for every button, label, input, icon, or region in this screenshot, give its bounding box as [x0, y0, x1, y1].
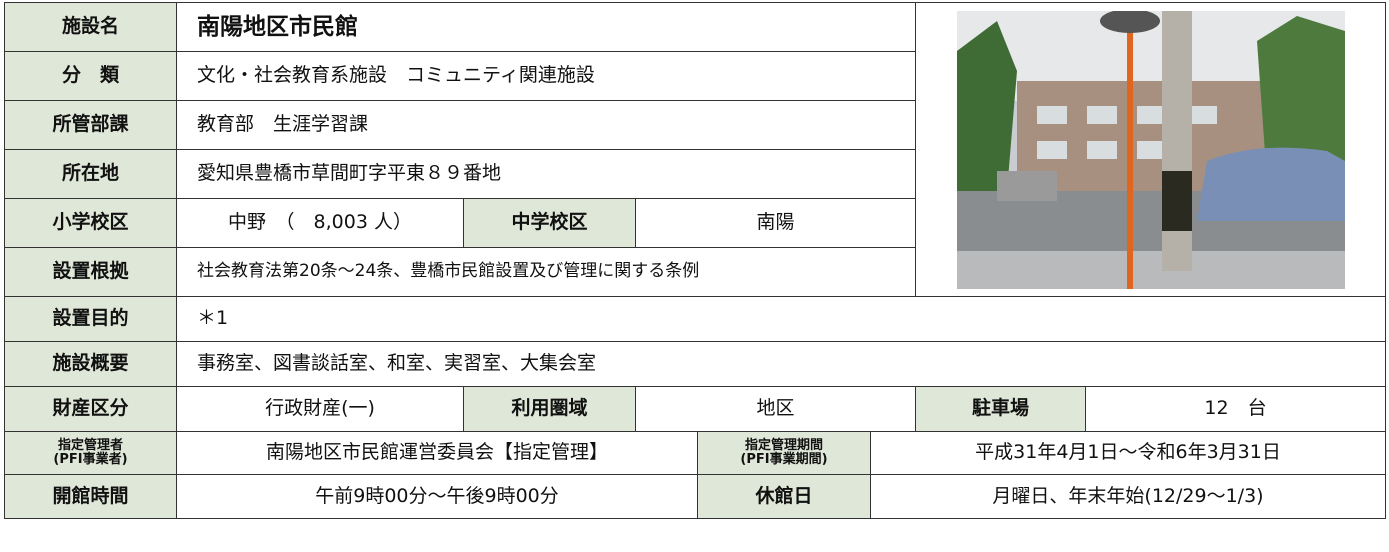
label-cell: 小学校区	[4, 198, 177, 248]
label-cell: 中学校区	[463, 198, 636, 248]
label-cell: 施設名	[4, 2, 177, 52]
label-cell: 指定管理期間 (PFI事業期間)	[697, 431, 871, 475]
value-cell: 午前9時00分～午後9時00分	[176, 474, 698, 519]
label-cell: 指定管理者 (PFI事業者)	[4, 431, 177, 475]
label-cell: 設置目的	[4, 296, 177, 342]
label-cell: 利用圏域	[463, 386, 636, 432]
label-cell: 所在地	[4, 149, 177, 199]
value-cell: ＊1	[176, 296, 1386, 342]
value-cell: 教育部 生涯学習課	[176, 100, 916, 150]
label-cell: 所管部課	[4, 100, 177, 150]
value-cell: 地区	[635, 386, 916, 432]
photo-cell	[915, 2, 1386, 297]
value-cell: 南陽地区市民館運営委員会【指定管理】	[176, 431, 698, 475]
value-cell: 平成31年4月1日～令和6年3月31日	[870, 431, 1386, 475]
facility-name: 南陽地区市民館	[176, 2, 916, 52]
value-cell: 愛知県豊橋市草間町字平東８９番地	[176, 149, 916, 199]
value-cell: 月曜日、年末年始(12/29～1/3)	[870, 474, 1386, 519]
label-cell: 開館時間	[4, 474, 177, 519]
value-cell: 南陽	[635, 198, 916, 248]
value-cell: 事務室、図書談話室、和室、実習室、大集会室	[176, 341, 1386, 387]
label-cell: 財産区分	[4, 386, 177, 432]
label-cell: 駐車場	[915, 386, 1086, 432]
value-cell: 文化・社会教育系施設 コミュニティ関連施設	[176, 51, 916, 101]
value-cell: 12 台	[1085, 386, 1386, 432]
label-cell: 施設概要	[4, 341, 177, 387]
value-cell: 社会教育法第20条～24条、豊橋市民館設置及び管理に関する条例	[176, 247, 916, 297]
label-cell: 休館日	[697, 474, 871, 519]
facility-photo	[956, 10, 1345, 289]
label-cell: 分 類	[4, 51, 177, 101]
value-cell: 行政財産(一)	[176, 386, 464, 432]
label-cell: 設置根拠	[4, 247, 177, 297]
value-cell: 中野 （ 8,003 人）	[176, 198, 464, 248]
